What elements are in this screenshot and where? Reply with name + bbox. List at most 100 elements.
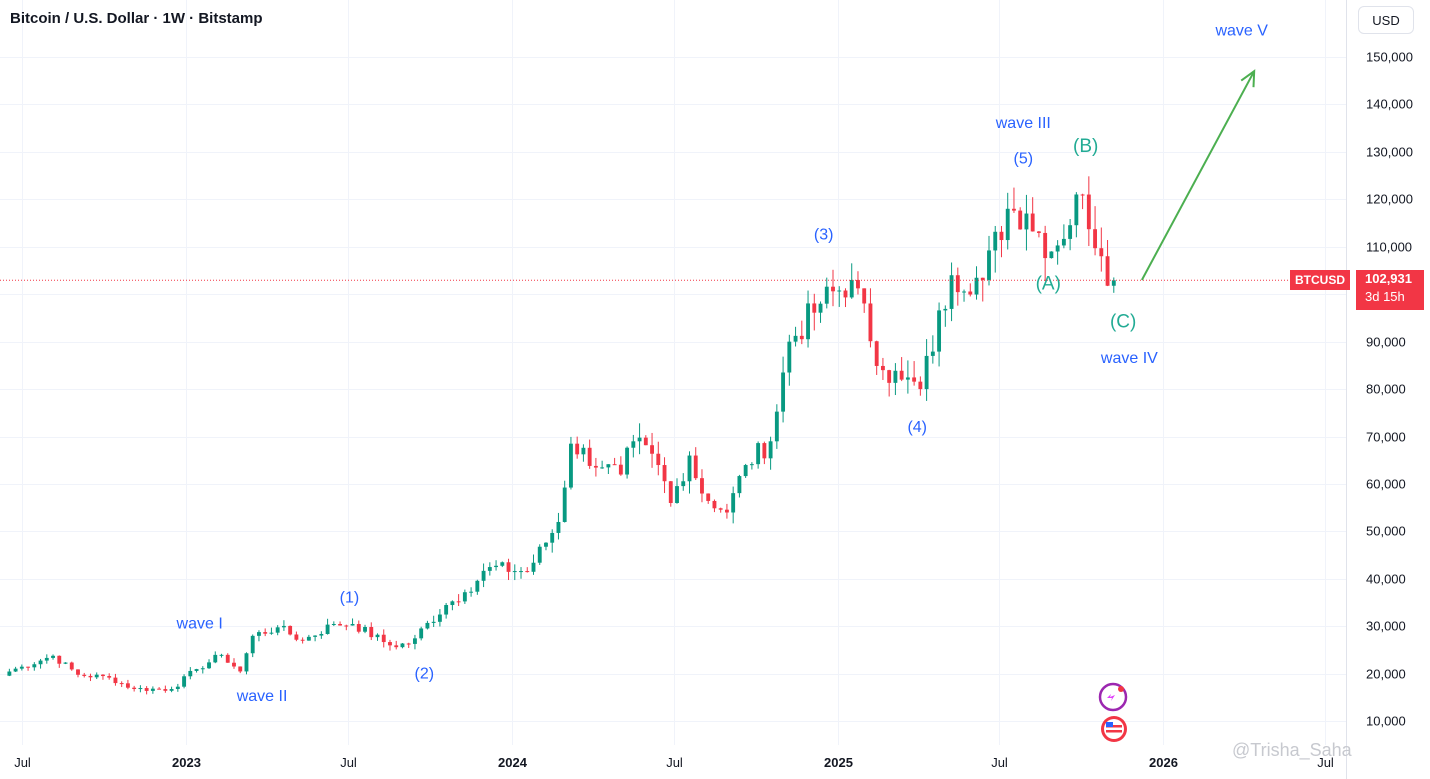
candle-body [531,562,536,572]
candle-body [313,635,318,637]
candle-body [450,601,455,606]
candle-body [294,634,299,640]
y-tick-label: 50,000 [1366,524,1406,539]
candle-body [462,592,467,602]
wave-label: (4) [907,419,927,436]
candle-body [1086,194,1091,230]
wave-label: (B) [1073,136,1098,157]
candle-body [319,633,324,636]
candle-body [899,370,904,380]
candle-body [643,437,648,446]
candle-body [207,662,211,669]
candle-body [849,279,854,298]
candle-body [762,443,767,459]
candle-body [743,465,748,477]
candle-body [506,562,511,572]
candle-body [962,291,966,293]
x-tick-label: 2024 [498,755,528,770]
candle-body [893,370,898,383]
candle-body [562,487,567,522]
candle-body [88,675,93,678]
candle-body [1049,251,1054,259]
candle-body [600,467,605,469]
candle-body [905,377,910,380]
candle-body [569,443,573,488]
candle-body [581,447,586,455]
candle-body [806,303,810,340]
candle-body [431,621,436,623]
candle-body [19,666,24,669]
ai-assistant-icon[interactable] [1098,682,1128,712]
candle-body [500,562,505,566]
candle-body [887,370,892,383]
candle-body [437,614,442,622]
candle-body [812,303,817,313]
wave-label: wave IV [1100,350,1158,367]
y-tick-label: 60,000 [1366,477,1406,492]
candle-body [955,275,960,293]
y-tick-label: 20,000 [1366,667,1406,682]
candle-body [275,627,280,633]
candle-body [749,464,754,466]
candle-body [144,688,149,691]
candle-body [57,655,62,664]
candle-body [1080,194,1085,196]
candle-body [1012,208,1016,211]
y-tick-label: 90,000 [1366,335,1406,350]
candle-body [444,605,449,615]
candle-body [363,627,367,632]
candle-body [824,286,829,304]
currency-selector-button[interactable]: USD [1358,6,1414,34]
candle-body [656,453,661,466]
candle-body [494,565,498,568]
candle-body [781,372,786,412]
us-flag-icon[interactable] [1100,715,1128,743]
candle-body [481,570,486,581]
bar-countdown: 3d 15h [1365,289,1405,304]
candle-body [631,441,636,448]
candle-body [862,288,867,304]
projection-arrow-line [1140,70,1256,281]
wave-label: wave III [995,115,1051,132]
candle-body [1036,231,1041,233]
candle-body [706,493,711,501]
candle-body [618,464,623,475]
candle-body [300,639,305,641]
y-tick-label: 40,000 [1366,572,1406,587]
candle-body [406,643,411,645]
candle-body [232,662,236,667]
candle-body [356,623,361,632]
projection-arrow-head [1240,69,1256,88]
candle-body [556,521,561,533]
x-tick-label: Jul [340,755,357,770]
candle-body [768,441,773,459]
candle-body [350,623,355,626]
candle-body [269,632,274,634]
candle-body [194,669,199,671]
candle-body [7,671,12,676]
candle-body [101,674,105,677]
candle-body [625,447,630,475]
candle-body [244,653,249,672]
wave-label: wave V [1214,23,1268,40]
wave-label: (A) [1036,273,1061,294]
candle-body [238,666,243,672]
wave-label: wave II [236,688,288,705]
candle-body [544,542,548,547]
candle-body [375,634,380,638]
candle-body [63,662,68,664]
chart-title: Bitcoin / U.S. Dollar · 1W · Bitstamp [10,10,263,27]
candle-body [874,341,879,366]
candle-body [949,275,954,309]
candle-body [693,455,698,479]
candle-body [731,493,736,513]
candle-body [381,634,386,643]
candle-body [930,351,935,356]
candle-body [306,636,311,641]
x-tick-label: Jul [1317,755,1334,770]
candle-body [163,689,168,691]
candle-body [575,443,580,455]
candle-body [475,580,480,592]
candle-body [519,571,523,573]
